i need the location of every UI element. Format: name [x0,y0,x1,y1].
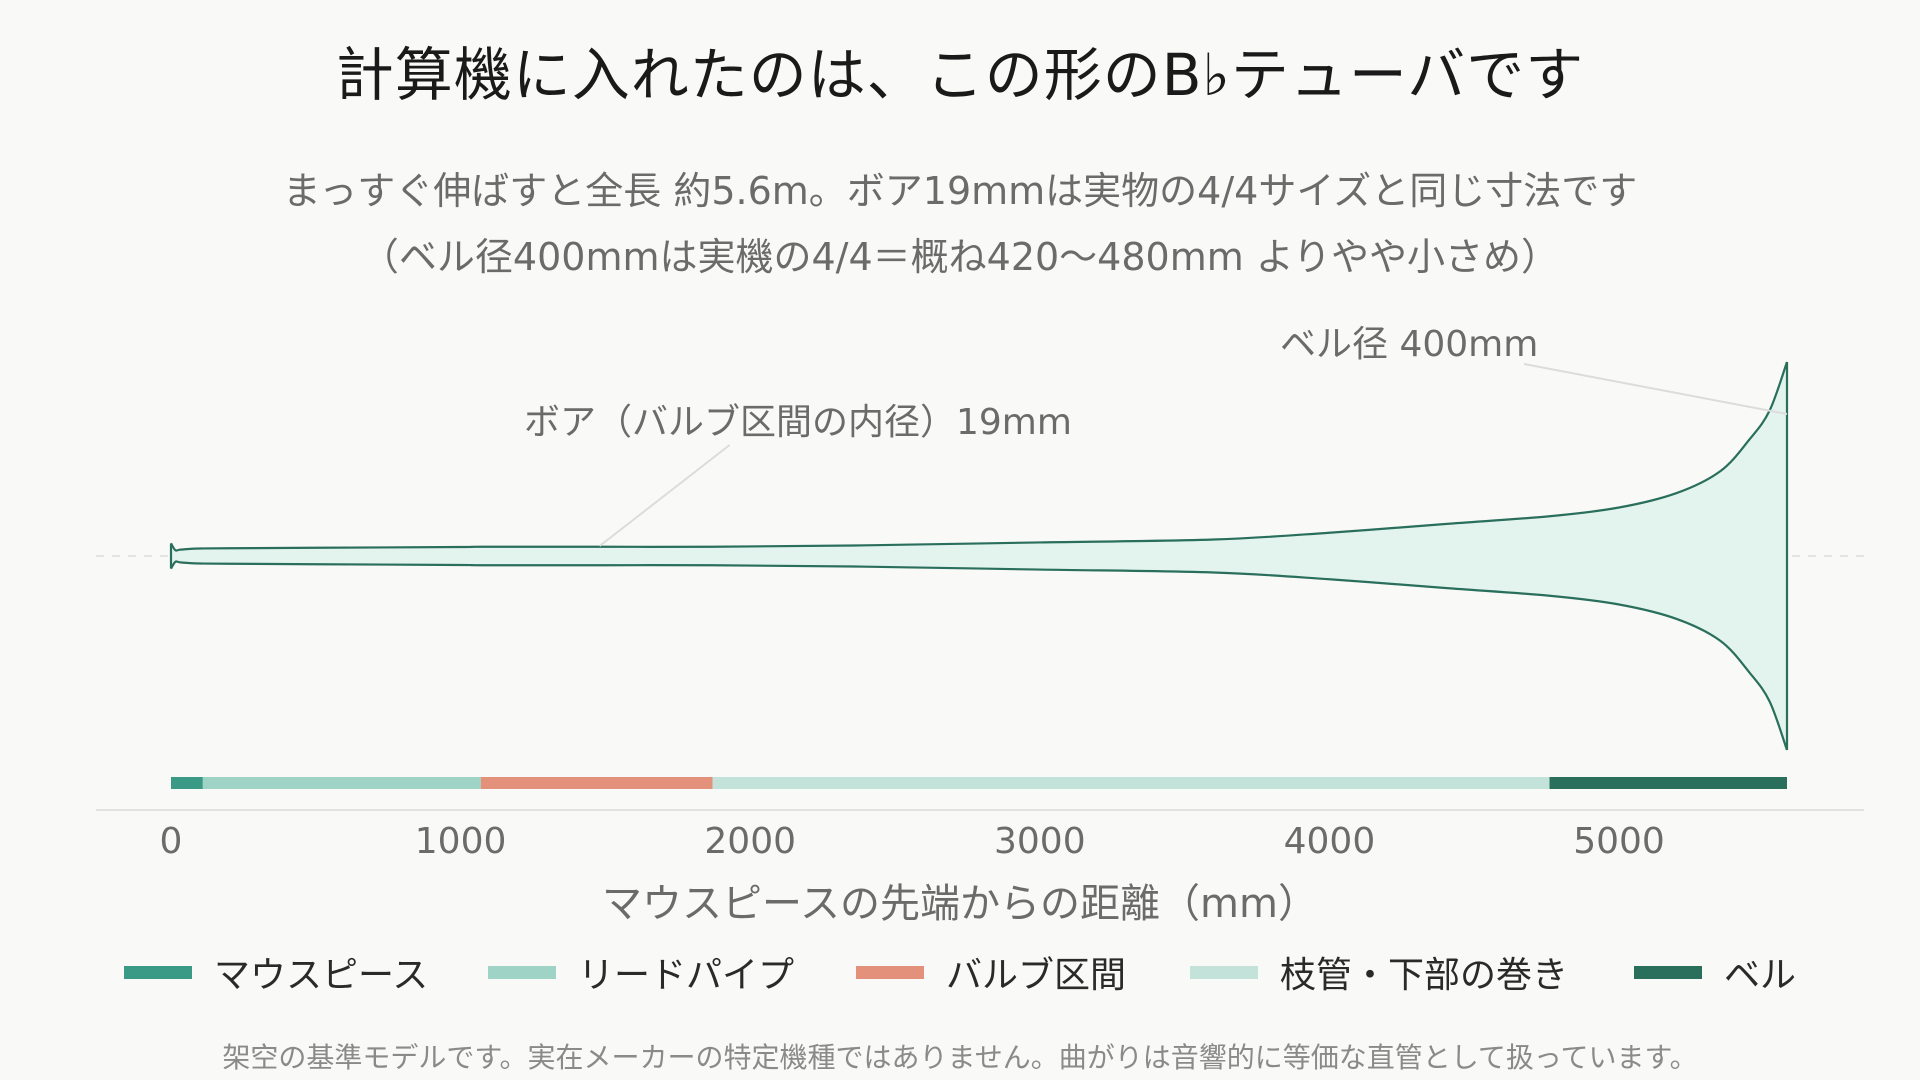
x-tick-label-1000: 1000 [415,821,507,862]
chart-legend: マウスピース リードパイプ バルブ区間 枝管・下部の巻き ベル [0,944,1920,1000]
legend-item-3: バルブ区間 [856,944,1126,1000]
x-axis-title: マウスピースの先端からの距離（mm） [602,881,1318,927]
legend-item-4: 枝管・下部の巻き [1190,944,1568,1000]
x-tick-label-0: 0 [160,821,183,862]
chart-title: 計算機に入れたのは、この形のB♭テューバです [335,41,1585,109]
x-tick-label-5000: 5000 [1573,821,1665,862]
x-tick-label-4000: 4000 [1284,821,1376,862]
legend-label: 枝管・下部の巻き [1280,955,1569,996]
section-bar-5 [1549,777,1787,789]
legend-swatch [124,965,192,979]
legend-swatch [1634,965,1702,979]
legend-swatch [856,965,924,979]
section-bar-4 [712,777,1550,789]
legend-label: バルブ区間 [946,955,1127,996]
legend-item-1: マウスピース [124,944,428,1000]
section-bar-2 [202,777,481,789]
annotation-bore-leader [599,444,731,547]
annotation-bell-leader [1523,363,1788,415]
legend-label: マウスピース [214,955,429,996]
section-bar-1 [171,777,203,789]
legend-label: ベル [1724,955,1797,996]
bore-profile-fill [171,362,1787,750]
chart-footnote: 架空の基準モデルです。実在メーカーの特定機種ではありません。曲がりは音響的に等価… [222,1041,1698,1074]
x-tick-label-2000: 2000 [704,821,796,862]
legend-label: リードパイプ [578,955,795,996]
chart-subtitle-line-1: まっすぐ伸ばすと全長 約5.6m。ボア19mmは実物の4/4サイズと同じ寸法です [282,169,1638,213]
bore-profile-upper-edge [170,361,1789,552]
x-tick-label-3000: 3000 [994,821,1086,862]
chart-subtitle-line-2: （ベル径400mmは実機の4/4＝概ね420〜480mm よりやや小さめ） [360,235,1560,279]
legend-swatch [488,965,556,979]
legend-item-2: リードパイプ [488,944,794,1000]
annotation-bell-label: ベル径 400mm [1280,324,1538,365]
bore-profile-lower-edge [170,560,1789,751]
legend-swatch [1190,965,1258,979]
annotation-bore-label: ボア（バルブ区間の内径）19mm [524,402,1072,443]
section-bar-3 [480,777,713,789]
legend-item-5: ベル [1634,944,1796,1000]
